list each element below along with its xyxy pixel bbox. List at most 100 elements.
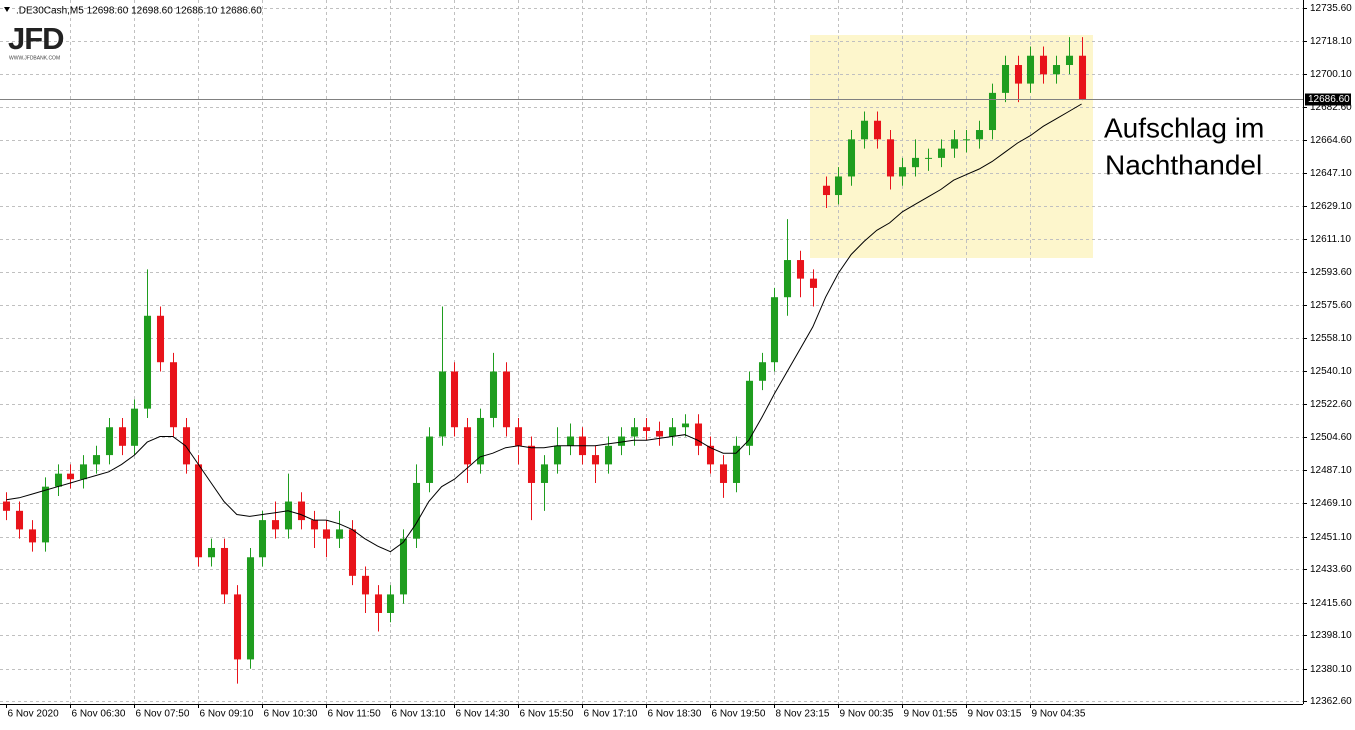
grid [0,0,1303,704]
candle-body [937,148,946,158]
candle-body [143,315,152,409]
annotation: Nachthandel [1105,149,1262,180]
y-tick-label: 12522.60 [1310,399,1352,410]
candle-body [630,427,639,437]
x-tick-label: 6 Nov 17:10 [584,709,638,720]
y-tick-label: 12540.10 [1310,366,1352,377]
candle-body [975,130,984,140]
candle-body [1026,55,1035,84]
candle-body [194,464,203,558]
candle-body [911,157,920,168]
candle-body [822,185,831,196]
candle-body [617,436,626,446]
y-tick-label: 12629.10 [1310,201,1352,212]
candle-body [796,260,805,279]
y-tick-label: 12415.60 [1310,598,1352,609]
x-tick-label: 6 Nov 06:30 [72,709,126,720]
y-tick-label: 12362.60 [1310,696,1352,707]
x-tick-label: 9 Nov 04:35 [1032,709,1086,720]
candle-body [28,529,37,543]
candle-body [540,464,549,483]
header-arrow [4,7,10,12]
candle-body [54,473,63,487]
current-price-label: 12686.60 [1308,94,1350,105]
x-tick-label: 8 Nov 23:15 [776,709,830,720]
candle-body [66,473,75,480]
x-tick-label: 6 Nov 10:30 [264,709,318,720]
y-tick-label: 12735.60 [1310,3,1352,14]
candle-body [694,423,703,446]
candle-body [335,529,344,539]
candle-body [668,427,677,437]
candle-body [489,371,498,418]
candle-body [962,139,971,141]
x-tick-label: 6 Nov 19:50 [712,709,766,720]
candle-body [118,427,127,446]
candle-body [156,315,165,363]
candle-body [450,371,459,428]
candle-body [898,167,907,177]
y-tick-label: 12700.10 [1310,69,1352,80]
x-tick-label: 6 Nov 07:50 [136,709,190,720]
candle-body [886,139,895,177]
y-tick-label: 12664.60 [1310,135,1352,146]
candle-body [463,427,472,465]
candle-body [322,529,331,539]
candle-body [79,464,88,480]
candle-body [604,445,613,465]
candle-body [988,92,997,131]
candle-body [476,417,485,465]
x-tick-label: 6 Nov 13:10 [392,709,446,720]
current-price-tag [1305,93,1351,106]
logo: JFD [8,21,64,56]
x-tick-label: 6 Nov 2020 [8,709,60,720]
y-tick-label: 12380.10 [1310,664,1352,675]
candle-body [1078,55,1087,100]
y-tick-label: 12575.60 [1310,300,1352,311]
candle-body [706,445,715,465]
candle-body [182,427,191,465]
candle-body [834,176,843,196]
y-tick-label: 12469.10 [1310,498,1352,509]
y-tick-label: 12487.10 [1310,465,1352,476]
candle-body [1001,65,1010,93]
y-tick-label: 12593.60 [1310,267,1352,278]
candle-body [220,547,229,595]
moving-average [6,103,1082,553]
x-tick-label: 6 Nov 15:50 [520,709,574,720]
candle-body [732,445,741,483]
candle-body [438,371,447,437]
candle-body [284,501,293,530]
candle-body [374,594,383,613]
candle-body [246,557,255,660]
candle-body [770,297,779,363]
y-tick-label: 12451.10 [1310,532,1352,543]
candle-body [1065,55,1074,66]
candle-body [425,436,434,483]
candle-body [169,362,178,428]
annotation: Aufschlag im [1104,112,1264,143]
candle-body [681,423,690,428]
candle-body [310,520,319,530]
x-tick-label: 9 Nov 00:35 [840,709,894,720]
candle-body [566,436,575,446]
candle-body [502,371,511,428]
candle-body [2,501,11,511]
candle-body [1052,65,1061,75]
candle-body [361,575,370,595]
x-tick-label: 9 Nov 01:55 [904,709,958,720]
candle-body [348,529,357,576]
candle-body [719,464,728,483]
candle-body [758,362,767,381]
x-tick-label: 9 Nov 03:15 [968,709,1022,720]
candle-body [412,482,421,539]
x-tick-label: 6 Nov 09:10 [200,709,254,720]
y-tick-label: 12398.10 [1310,630,1352,641]
candle-body [233,594,242,660]
candle-body [847,139,856,177]
candle-body [591,455,600,465]
candle-body [258,520,267,558]
